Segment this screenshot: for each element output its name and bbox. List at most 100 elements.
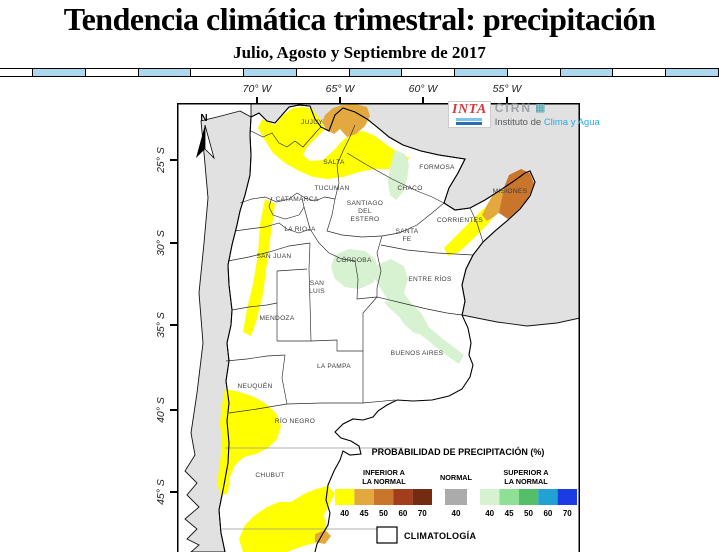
legend-swatch-climatologia <box>376 526 398 544</box>
label-mendoza: MENDOZA <box>259 315 294 322</box>
label-catamarca: CATAMARCA <box>275 196 318 203</box>
label-sanluis-1: SAN <box>310 280 324 287</box>
label-rionegro: RÍO NEGRO <box>275 416 315 425</box>
scalebar-segment <box>613 69 667 76</box>
legend-swatch-superior-60 <box>538 489 558 505</box>
lon-label-65w: 65° W <box>325 83 355 95</box>
scalebar-segment <box>296 69 350 76</box>
lon-label-55w: 55° W <box>492 83 522 95</box>
label-lapampa: LA PAMPA <box>317 363 351 370</box>
label-jujuy: JUJUY <box>301 119 323 126</box>
inta-bar-light <box>456 118 483 121</box>
legend-superior-label-2: LA NORMAL <box>504 477 548 486</box>
svg-text:70: 70 <box>563 509 572 518</box>
argentina-map-svg: N JUJUY SALTA TUCUMAN CATAMARCA SANTIAGO… <box>177 103 580 552</box>
legend-climatologia-label: CLIMATOLOGÍA <box>404 531 476 541</box>
label-sanluis-2: LUIS <box>309 288 325 295</box>
scalebar-segment <box>244 69 297 76</box>
scalebar-segment <box>402 69 456 76</box>
patch-patagonia-yellow <box>217 389 281 496</box>
patch-misiones-light-orange <box>482 189 508 221</box>
scalebar-segment <box>560 69 614 76</box>
inta-bar-dark <box>456 122 483 125</box>
svg-text:45: 45 <box>505 509 514 518</box>
map-frame <box>177 103 580 552</box>
north-arrow-icon: N <box>196 113 215 160</box>
legend-swatch-superior-70 <box>557 489 577 505</box>
lat-tick <box>170 491 177 493</box>
label-cordoba: CÓRDOBA <box>336 255 372 264</box>
legend-superior-label-1: SUPERIOR A <box>503 468 549 477</box>
precipitation-map: N JUJUY SALTA TUCUMAN CATAMARCA SANTIAGO… <box>177 103 580 552</box>
institute-highlight: Clima y Agua <box>543 117 600 128</box>
label-santiago-3: ESTERO <box>351 216 380 223</box>
lat-tick <box>170 409 177 411</box>
legend-normal-label: NORMAL <box>440 473 473 482</box>
legend-swatch-inferior-70 <box>412 489 432 505</box>
patch-formosa-green <box>388 150 409 200</box>
patch-chubut-south-yellow <box>239 486 335 552</box>
legend-swatch-inferior-45 <box>354 489 374 505</box>
patch-andes-yellow <box>243 199 275 336</box>
svg-text:50: 50 <box>379 509 388 518</box>
legend-swatch-superior-50 <box>518 489 539 505</box>
label-buenosaires: BUENOS AIRES <box>391 350 444 357</box>
label-santiago-2: DEL <box>358 208 372 215</box>
patch-buenosaires-coast-green <box>384 300 464 364</box>
lat-tick <box>170 324 177 326</box>
svg-text:50: 50 <box>524 509 533 518</box>
legend-ticks: 40 45 50 60 70 40 40 45 50 60 70 <box>340 509 572 518</box>
lat-tick <box>170 159 177 161</box>
label-salta: SALTA <box>323 159 345 166</box>
label-neuquen: NEUQUÉN <box>237 381 272 390</box>
svg-text:40: 40 <box>452 509 461 518</box>
patch-misiones-dark-orange <box>499 169 534 219</box>
legend-title: PROBABILIDAD DE PRECIPITACIÓN (%) <box>372 446 545 457</box>
label-chubut: CHUBUT <box>255 472 284 479</box>
inta-logo: INTA CIRN ▦ Instituto de Clima y Agua <box>448 101 600 128</box>
label-santafe-2: FE <box>402 236 411 243</box>
svg-text:45: 45 <box>360 509 369 518</box>
institute-name: Instituto de Clima y Agua <box>495 117 600 128</box>
label-larioja: LA RIOJA <box>284 226 316 233</box>
patch-north-orange <box>322 104 370 137</box>
legend-swatch-inferior-60 <box>393 489 413 505</box>
scalebar-segment <box>85 69 139 76</box>
province-borders <box>225 124 484 414</box>
lon-tick <box>256 97 258 103</box>
label-misiones: MISIONES <box>493 188 528 195</box>
scalebar-segment <box>507 69 561 76</box>
inta-wordmark: INTA <box>452 102 487 117</box>
scalebar-segment <box>666 69 719 76</box>
svg-text:40: 40 <box>340 509 349 518</box>
svg-text:N: N <box>200 113 207 124</box>
scalebar-segment <box>455 69 508 76</box>
svg-text:70: 70 <box>418 509 427 518</box>
svg-text:60: 60 <box>398 509 407 518</box>
legend-inferior-label-1: INFERIOR A <box>363 468 406 477</box>
legend-inferior-label-2: LA NORMAL <box>362 477 406 486</box>
argentina-outline <box>218 104 536 552</box>
legend-swatch-inferior-50 <box>373 489 394 505</box>
label-formosa: FORMOSA <box>419 164 455 171</box>
lon-tick <box>339 97 341 103</box>
lon-label-70w: 70° W <box>242 83 272 95</box>
province-labels: JUJUY SALTA TUCUMAN CATAMARCA SANTIAGO D… <box>237 119 527 479</box>
building-icon: ▦ <box>535 101 546 114</box>
decorative-scalebar <box>0 68 719 77</box>
scalebar-segment <box>138 69 192 76</box>
label-sanjuan: SAN JUAN <box>256 253 291 260</box>
cirn-wordmark: CIRN <box>494 101 533 115</box>
scalebar-segment <box>191 69 245 76</box>
lon-tick <box>422 97 424 103</box>
lon-tick <box>506 97 508 103</box>
label-tucuman: TUCUMAN <box>314 185 349 192</box>
scalebar-segment <box>33 69 86 76</box>
lat-tick <box>170 242 177 244</box>
inta-logo-box: INTA <box>448 101 491 128</box>
patch-nw-yellow <box>258 107 409 179</box>
label-corrientes: CORRIENTES <box>437 217 484 224</box>
label-chaco: CHACO <box>397 185 422 192</box>
label-entrerios: ENTRE RÍOS <box>408 274 452 283</box>
